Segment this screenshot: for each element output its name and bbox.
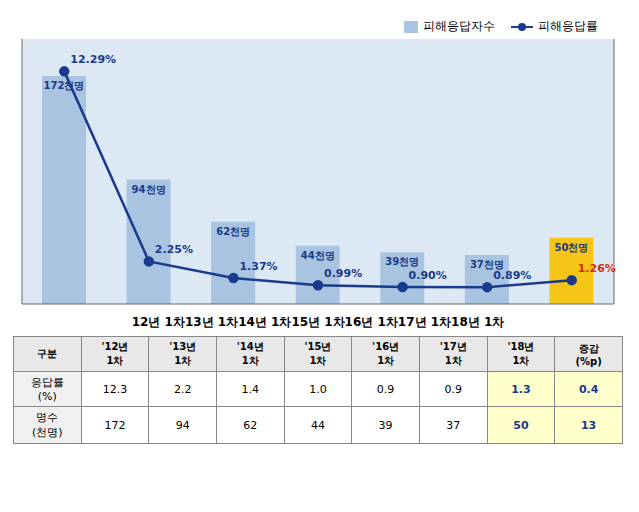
html-text:'13년 1차: '13년 1차 [169, 341, 197, 366]
html-text:명수 (천명): 명수 (천명) [32, 411, 63, 439]
html-text:12.3: 12.3 [102, 382, 128, 396]
html-text:'14년 1차: '14년 1차 [236, 341, 264, 366]
html-text:'18년 1차: '18년 1차 [507, 341, 535, 366]
svg-text:94천명: 94천명 [132, 184, 166, 195]
html-text:94: 94 [175, 418, 190, 432]
svg-text:1.37%: 1.37% [239, 260, 277, 273]
svg-text:44천명: 44천명 [301, 250, 335, 261]
html-text:증감 (%p): 증감 (%p) [575, 342, 602, 367]
html-text:12년 1차13년 1차14년 1차15년 1차16년 1차: 12년 1차13년 1차14년 1차15년 1차16년 1차17년 1차18년 … [131, 314, 505, 329]
svg-text:62천명: 62천명 [216, 226, 250, 237]
html-text:1.4: 1.4 [241, 382, 259, 396]
html-text:1.0: 1.0 [309, 382, 327, 396]
svg-text:0.90%: 0.90% [409, 269, 447, 282]
svg-text:12.29%: 12.29% [70, 53, 116, 66]
html-text:'17년 1차: '17년 1차 [439, 341, 467, 366]
svg-text:0.89%: 0.89% [493, 269, 531, 282]
html-text:50: 50 [513, 418, 529, 432]
svg-text:37천명: 37천명 [469, 259, 504, 271]
html-text:'15년 1차: '15년 1차 [304, 341, 332, 366]
svg-text:50천명: 50천명 [554, 242, 588, 253]
html-text:1.3: 1.3 [511, 382, 531, 396]
html-text:13: 13 [581, 418, 597, 432]
svg-text:1.26%: 1.26% [578, 262, 616, 275]
html-text:2.2: 2.2 [173, 382, 192, 396]
html-text:응답률 (%): 응답률 (%) [30, 376, 64, 403]
html-text:0.9: 0.9 [444, 382, 462, 396]
svg-text:39천명: 39천명 [385, 256, 419, 267]
html-text:0.9: 0.9 [376, 382, 395, 396]
html-text:피해응답자수: 피해응답자수 [423, 19, 495, 33]
svg-text:172천명: 172천명 [44, 80, 85, 91]
svg-text:0.99%: 0.99% [324, 267, 362, 280]
html-text:172: 172 [104, 418, 126, 432]
html-text:39: 39 [378, 418, 393, 432]
html-text:37: 37 [446, 418, 461, 432]
html-text:44: 44 [311, 418, 325, 432]
html-text:62: 62 [243, 418, 258, 432]
html-text:'12년 1차: '12년 1차 [101, 341, 129, 366]
html-text:'16년 1차: '16년 1차 [372, 341, 400, 366]
html-text:구분: 구분 [37, 348, 58, 359]
html-text:0.4: 0.4 [578, 382, 599, 396]
svg-text:2.25%: 2.25% [155, 243, 193, 256]
html-text:피해응답률: 피해응답률 [538, 19, 598, 33]
